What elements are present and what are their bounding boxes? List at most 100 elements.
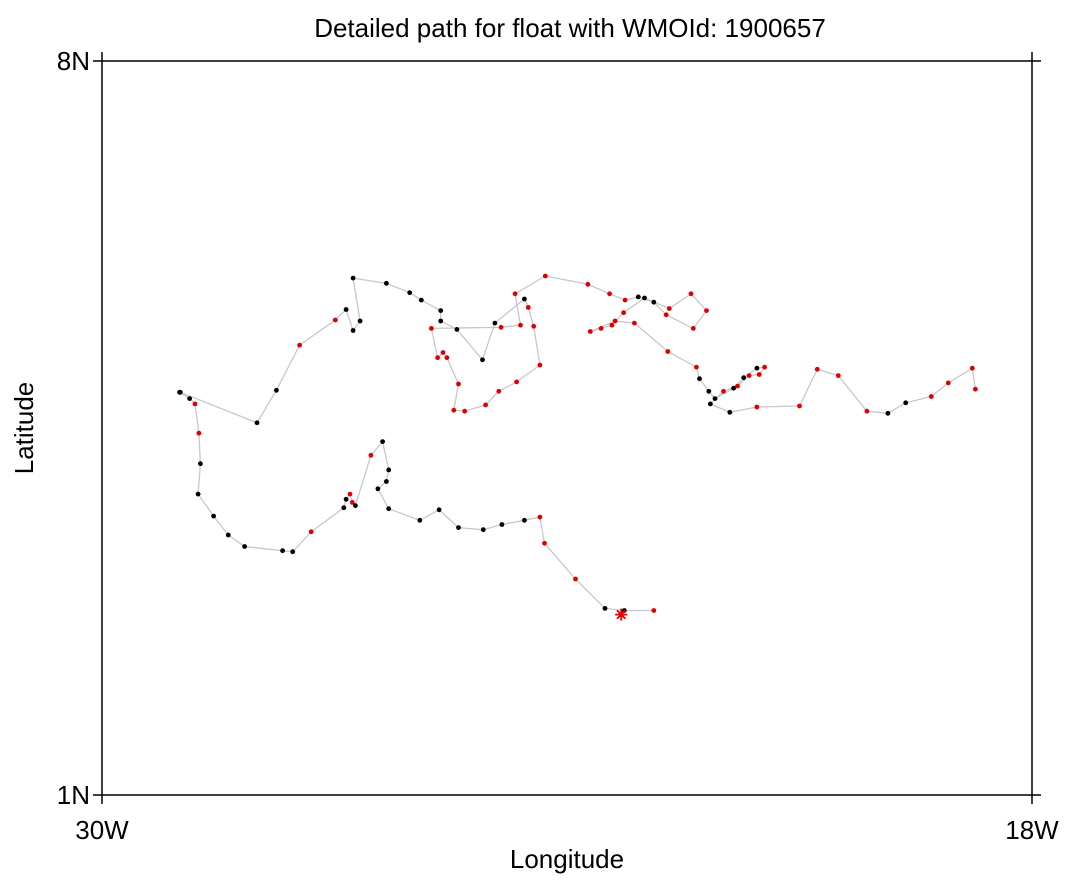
profile-point-1-63 (735, 383, 740, 389)
profile-point-0-11 (308, 529, 314, 535)
profile-point-1-52 (665, 349, 671, 354)
profile-point-1-61 (756, 372, 762, 377)
profile-point-1-65 (708, 401, 713, 407)
profile-point-1-2 (274, 387, 279, 393)
profile-point-1-34 (542, 273, 548, 279)
profile-point-1-66 (727, 409, 733, 415)
plot-frame (101, 60, 1033, 796)
profile-point-1-36 (607, 291, 612, 297)
profile-point-1-11 (418, 297, 424, 303)
profile-point-1-50 (612, 318, 618, 324)
profile-point-1-8 (350, 275, 356, 281)
profile-point-1-20 (537, 362, 543, 368)
profile-point-0-15 (349, 500, 355, 505)
profile-point-0-2 (192, 401, 198, 407)
profile-point-1-70 (835, 373, 841, 378)
profile-point-1-69 (814, 366, 820, 372)
profile-point-1-30 (429, 326, 434, 331)
profile-point-1-38 (635, 294, 641, 300)
profile-point-0-6 (211, 513, 217, 519)
profile-point-1-23 (483, 402, 488, 408)
profile-point-0-31 (573, 576, 578, 582)
profile-point-1-37 (622, 297, 628, 303)
y-tick-label-1: 1N (57, 780, 90, 810)
profile-point-1-22 (496, 388, 502, 394)
profile-point-1-16 (492, 320, 498, 326)
profile-point-1-29 (435, 355, 440, 361)
profile-point-0-27 (499, 522, 505, 527)
profile-point-1-14 (454, 327, 460, 332)
profile-point-0-19 (386, 467, 392, 473)
profile-point-1-73 (903, 400, 909, 406)
x-axis-label: Longitude (510, 844, 624, 874)
profile-point-1-75 (945, 380, 951, 386)
profile-point-1-19 (531, 323, 537, 329)
profile-point-1-41 (690, 326, 696, 331)
float-positions (177, 273, 978, 613)
profile-point-1-26 (456, 381, 461, 387)
profile-point-0-16 (353, 503, 358, 508)
profile-point-1-10 (407, 290, 413, 296)
profile-point-1-33 (512, 291, 518, 297)
profile-point-1-28 (440, 350, 446, 355)
profile-point-1-9 (384, 280, 389, 286)
profile-point-1-59 (754, 365, 760, 371)
profile-point-0-14 (347, 491, 353, 497)
profile-point-1-13 (438, 318, 444, 324)
profile-point-1-12 (438, 308, 444, 313)
profile-point-1-40 (663, 312, 669, 318)
x-tick-label-1: 18W (1005, 815, 1059, 845)
profile-point-1-46 (621, 310, 626, 316)
profile-point-0-3 (196, 430, 202, 436)
profile-point-1-76 (969, 365, 975, 371)
profile-point-1-15 (480, 357, 485, 363)
profile-point-1-7 (357, 318, 363, 324)
profile-point-1-74 (928, 394, 934, 399)
profile-point-1-67 (754, 404, 760, 410)
profile-point-0-29 (537, 514, 543, 520)
profile-point-0-34 (651, 608, 657, 613)
profile-point-0-9 (280, 548, 285, 554)
profile-point-0-21 (375, 486, 381, 492)
profile-point-1-44 (666, 306, 672, 311)
last-position-marker (615, 608, 628, 621)
x-tick-label-0: 30W (75, 815, 129, 845)
profile-point-1-77 (973, 386, 978, 392)
profile-point-1-21 (514, 379, 519, 385)
profile-point-0-28 (522, 517, 527, 523)
profile-point-0-20 (384, 479, 389, 484)
profile-point-1-0 (177, 389, 183, 395)
profile-point-0-18 (380, 439, 385, 444)
profile-point-1-47 (609, 322, 615, 328)
profile-point-1-25 (451, 407, 457, 413)
profile-point-1-24 (462, 408, 468, 414)
profile-point-0-4 (198, 461, 203, 467)
axis-ticks: 30W 18W 8N 1N (57, 46, 1059, 845)
profile-point-1-6 (350, 328, 356, 333)
profile-point-1-49 (587, 329, 593, 334)
profile-point-0-23 (417, 517, 423, 523)
profile-point-1-71 (864, 408, 870, 414)
y-axis-label: Latitude (9, 382, 39, 475)
profile-point-0-25 (456, 525, 461, 530)
profile-point-1-56 (712, 396, 718, 401)
profile-point-1-55 (706, 388, 712, 394)
profile-point-0-26 (480, 527, 486, 533)
profile-point-1-62 (746, 373, 752, 378)
last-position-stroke-3 (616, 609, 627, 620)
profile-point-0-7 (225, 532, 231, 538)
profile-point-1-68 (797, 403, 802, 409)
profile-point-1-35 (585, 281, 591, 287)
profile-point-0-1 (187, 396, 193, 401)
profile-point-1-51 (632, 320, 637, 326)
profile-point-0-5 (195, 491, 201, 497)
profile-point-1-39 (651, 299, 657, 305)
profile-point-1-42 (704, 308, 709, 313)
profile-point-1-31 (498, 324, 504, 330)
profile-point-1-5 (343, 307, 349, 312)
profile-point-0-13 (343, 496, 349, 502)
profile-point-0-8 (242, 544, 248, 549)
y-tick-label-0: 8N (57, 46, 90, 76)
